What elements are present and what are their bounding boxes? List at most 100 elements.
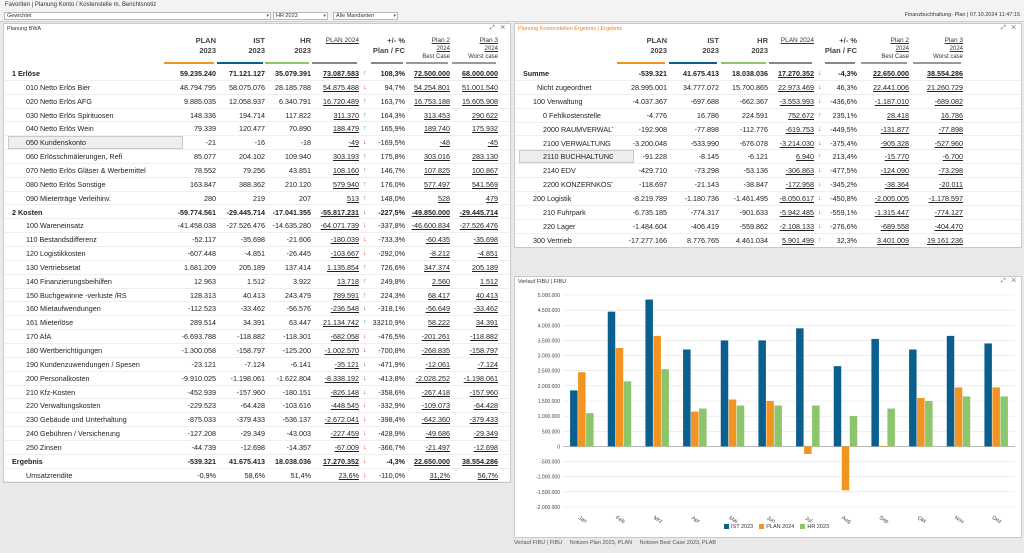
bwa-cell-plan2024[interactable]: 303.193 bbox=[333, 152, 359, 162]
kst-cell-plan2[interactable]: 28.418 bbox=[887, 110, 909, 120]
bwa-row[interactable]: 130 Vertriebsetat 1.681.209 205.189 137.414… bbox=[4, 261, 510, 275]
bwa-row[interactable]: 160 Mietaufwendungen -112.523 -33.462 -56.5… bbox=[4, 302, 510, 317]
bwa-cell-plan3[interactable]: -118.882 bbox=[470, 332, 498, 342]
kst-row[interactable]: 0 Fehlkostenstelle -4.776 16.786 224.591 752… bbox=[515, 109, 1021, 123]
kst-cell-plan3[interactable]: -774.127 bbox=[934, 208, 963, 217]
kst-cell-plan3[interactable]: -20.011 bbox=[939, 180, 963, 190]
bwa-cell-plan2[interactable]: 54.254.801 bbox=[414, 82, 450, 92]
kst-cell-plan2[interactable]: -38.364 bbox=[884, 180, 909, 190]
kst-cell-plan2[interactable]: -1.187.010 bbox=[874, 96, 909, 106]
bwa-cell-plan2[interactable]: 31,2% bbox=[429, 470, 450, 480]
bwa-cell-plan2024[interactable]: -826.148 bbox=[330, 387, 359, 397]
kst-row[interactable]: 2100 VERWALTUNG -3.200.048 -533.990 -676.07… bbox=[515, 137, 1021, 151]
kst-cell-plan3[interactable]: -77.898 bbox=[938, 124, 963, 134]
bwa-cell-plan3[interactable]: 56,7% bbox=[477, 470, 498, 480]
bwa-row[interactable]: 170 AfA -6.693.788 -118.882 -118.301 -682.05… bbox=[4, 330, 510, 344]
kst-header-2[interactable]: HR bbox=[757, 36, 768, 45]
bwa-row[interactable]: 030 Netto Erlös Spirituosen 148.336 194.71… bbox=[4, 109, 510, 123]
bwa-cell-plan3[interactable]: -158.797 bbox=[469, 346, 498, 355]
bwa-row[interactable]: 161 Mieterlöse 289.514 34.391 63.447 21.134.… bbox=[4, 316, 510, 331]
favorites-breadcrumb[interactable]: Favoriten | Planung Konto / Kostenstelle… bbox=[5, 2, 157, 8]
bwa-cell-plan3[interactable]: 15.605.908 bbox=[462, 96, 498, 106]
bwa-cell-plan2024[interactable]: -448.545 bbox=[330, 401, 359, 411]
kst-cell-plan2024[interactable]: -5.942.485 bbox=[779, 208, 814, 217]
bwa-header-6[interactable]: Plan 3 bbox=[479, 37, 498, 44]
bwa-cell-plan2[interactable]: 58.222 bbox=[428, 318, 450, 328]
kst-cell-plan2024[interactable]: 22.973.469 bbox=[778, 82, 814, 92]
tab-notizen-plan[interactable]: Notizen Plan 2023, PLAN bbox=[569, 540, 633, 546]
bwa-header-0[interactable]: PLAN bbox=[195, 36, 216, 45]
bwa-row[interactable]: 110 Bestandsdifferenz -52.117 -35.698 -21.6… bbox=[4, 233, 510, 248]
kst-cell-plan2[interactable]: -1.315.447 bbox=[874, 208, 909, 217]
kst-row[interactable]: 200 Logistik -8.219.789 -1.180.736 -1.461.4… bbox=[515, 192, 1021, 206]
bwa-header-4[interactable]: +/- % bbox=[387, 36, 405, 45]
kst-cell-plan2024[interactable]: -2.108.133 bbox=[779, 221, 814, 231]
weighting-select[interactable]: Gewichtet ▾ bbox=[4, 12, 271, 20]
bwa-cell-plan3[interactable]: 541.569 bbox=[472, 179, 498, 189]
bwa-cell-plan2[interactable]: -8.212 bbox=[429, 249, 450, 259]
kst-cell-plan2024[interactable]: 5.901.499 bbox=[782, 235, 814, 245]
bwa-cell-plan2024[interactable]: -682.058 bbox=[330, 332, 359, 342]
bwa-header-5[interactable]: Plan 2 bbox=[431, 37, 450, 44]
bwa-cell-plan2[interactable]: 16.753.188 bbox=[414, 96, 450, 106]
bwa-cell-plan2[interactable]: -642.360 bbox=[421, 415, 450, 425]
panel-window-icons[interactable]: ⤢ ✕ bbox=[1000, 25, 1018, 31]
bwa-cell-plan2024[interactable]: -55.817.231 bbox=[320, 207, 359, 217]
bwa-cell-plan3[interactable]: -12.698 bbox=[473, 442, 498, 452]
bwa-cell-plan3[interactable]: -27.526.476 bbox=[459, 221, 498, 231]
bwa-row[interactable]: 100 Wareneinsatz -41.458.038 -27.526.476 -1… bbox=[4, 219, 510, 234]
bwa-cell-plan2[interactable]: -49.686 bbox=[425, 429, 450, 439]
kst-cell-plan3[interactable]: -6.700 bbox=[942, 152, 963, 162]
bwa-cell-plan3[interactable]: 34.391 bbox=[476, 318, 498, 328]
bwa-cell-plan3[interactable]: 40.413 bbox=[476, 290, 498, 300]
bwa-cell-plan3[interactable]: -4.851 bbox=[477, 249, 498, 259]
bwa-cell-plan3[interactable]: 38.554.286 bbox=[462, 456, 498, 466]
bwa-cell-plan2[interactable]: -2.028.252 bbox=[415, 373, 450, 383]
legend-label[interactable]: IST 2023 bbox=[731, 524, 754, 530]
bwa-row[interactable]: 010 Netto Erlös Bier 48.794.795 58.075.076… bbox=[4, 81, 510, 95]
bwa-row[interactable]: 220 Verwaltungskosten -229.523 -64.428 -103… bbox=[4, 399, 510, 414]
kst-header-4[interactable]: +/- % bbox=[839, 36, 857, 45]
kst-cell-plan3[interactable]: 19.161.236 bbox=[927, 235, 963, 245]
bwa-cell-plan2024[interactable]: -49 bbox=[348, 138, 359, 148]
kst-row[interactable]: Nicht zugeordnet 28.995.001 34.777.072 15.7… bbox=[515, 81, 1021, 95]
bwa-cell-plan2[interactable]: -48 bbox=[439, 138, 450, 148]
bwa-row[interactable]: 2 Kosten -59.774.561 -29.445.714 -17.041.35… bbox=[4, 206, 510, 220]
bwa-cell-plan2[interactable]: 528 bbox=[438, 193, 450, 203]
bwa-cell-plan2024[interactable]: 13.718 bbox=[337, 276, 359, 286]
bwa-cell-plan3[interactable]: 175.932 bbox=[472, 124, 498, 134]
bwa-cell-plan2024[interactable]: 579.940 bbox=[333, 179, 359, 189]
kst-row[interactable]: Summe -539.321 41.675.413 18.038.036 17.270.… bbox=[515, 67, 1021, 81]
bwa-cell-plan2024[interactable]: 21.134.742 bbox=[323, 318, 359, 328]
kst-row[interactable]: 220 Lager -1.484.604 -406.419 -559.862 -2.10… bbox=[515, 220, 1021, 234]
bwa-row[interactable]: 150 Buchgewinne -verluste /RS 128.313 40.4… bbox=[4, 289, 510, 303]
bwa-row[interactable]: 040 Netto Erlös Wein 79.339 120.477 70.890 1… bbox=[4, 122, 510, 137]
bwa-cell-plan2024[interactable]: 108.160 bbox=[333, 165, 359, 175]
bwa-cell-plan2024[interactable]: 54.875.488 bbox=[323, 82, 359, 92]
kst-row[interactable]: 2000 RAUMVERWALTG -192.908 -77.898 -112.776… bbox=[515, 123, 1021, 137]
kst-cell-plan3[interactable]: 21.260.729 bbox=[927, 82, 963, 92]
kst-cell-plan2[interactable]: -2.005.005 bbox=[874, 194, 909, 204]
bwa-cell-plan2024[interactable]: 513 bbox=[347, 193, 359, 203]
kst-header-1[interactable]: IST bbox=[707, 36, 719, 45]
kst-header-0[interactable]: PLAN bbox=[646, 36, 667, 45]
bwa-row[interactable]: 200 Personalkosten -9.910.025 -1.198.061 -1… bbox=[4, 372, 510, 386]
bwa-cell-plan3[interactable]: -64.428 bbox=[473, 401, 498, 411]
bwa-cell-plan2024[interactable]: 789.591 bbox=[333, 290, 359, 300]
bwa-cell-plan3[interactable]: 1.512 bbox=[480, 276, 498, 286]
kst-cell-plan3[interactable]: -404.470 bbox=[934, 221, 963, 231]
bwa-row[interactable]: 050 Kundenskonto -21 -16 -18 -49 ↓ -169,5% -48 -… bbox=[4, 136, 510, 151]
bwa-cell-plan2[interactable]: -12.061 bbox=[425, 359, 450, 369]
kst-header-6[interactable]: Plan 3 bbox=[944, 37, 963, 44]
bwa-cell-plan2[interactable]: 347.374 bbox=[424, 262, 450, 272]
bwa-cell-plan2024[interactable]: 16.720.489 bbox=[323, 96, 359, 106]
bwa-row[interactable]: 230 Gebäude und Unterhaltung -875.033 -379… bbox=[4, 413, 510, 428]
bwa-cell-plan2[interactable]: 303.016 bbox=[424, 152, 450, 162]
kst-cell-plan2024[interactable]: -3.553.993 bbox=[779, 96, 814, 106]
bwa-cell-plan2024[interactable]: -64.071.739 bbox=[320, 221, 359, 231]
bwa-cell-plan3[interactable]: 100.867 bbox=[472, 165, 498, 175]
kst-cell-plan3[interactable]: -527.960 bbox=[934, 138, 963, 148]
kst-cell-plan2024[interactable]: 17.270.352 bbox=[778, 69, 814, 78]
bwa-cell-plan3[interactable]: -7.124 bbox=[477, 359, 498, 369]
bwa-cell-plan2024[interactable]: -236.548 bbox=[330, 304, 359, 314]
